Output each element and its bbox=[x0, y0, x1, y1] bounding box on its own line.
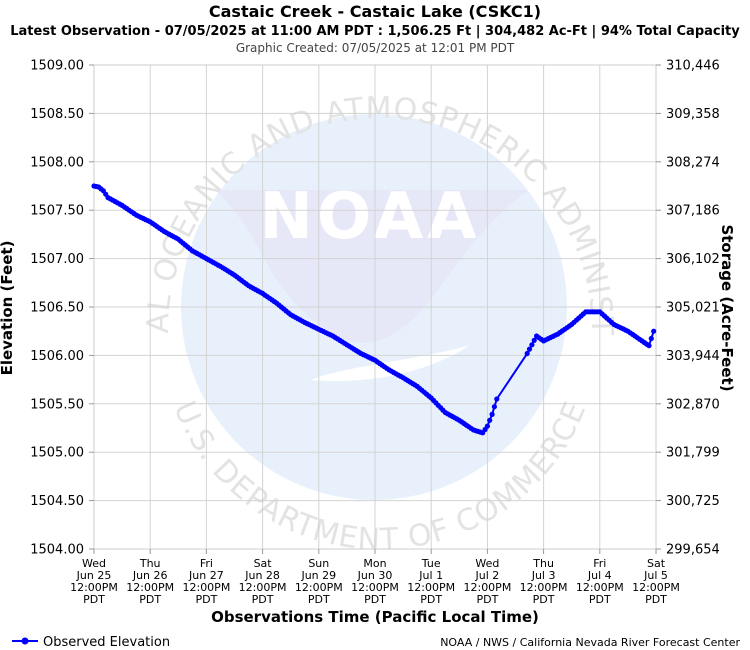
legend-marker-icon bbox=[21, 637, 29, 645]
x-tick-label: Jul 5 bbox=[643, 569, 668, 582]
legend: Observed Elevation bbox=[12, 635, 170, 650]
y-axis-right: 310,446 309,358 308,274 307,186 306,102 305,0… bbox=[656, 59, 720, 558]
y-right-tick-label: 301,799 bbox=[666, 446, 720, 461]
y-tick-label: 1508.50 bbox=[30, 107, 84, 122]
x-tick-label: 12:00PM bbox=[576, 581, 624, 594]
data-point bbox=[491, 404, 497, 410]
x-tick-label: Jun 30 bbox=[357, 569, 393, 582]
x-axis-label: Observations Time (Pacific Local Time) bbox=[211, 608, 539, 626]
y-tick-label: 1505.00 bbox=[30, 446, 84, 461]
x-tick-label: Fri bbox=[200, 557, 213, 570]
chart-title: Castaic Creek - Castaic Lake (CSKC1) bbox=[209, 2, 541, 21]
x-tick-label: 12:00PM bbox=[407, 581, 455, 594]
y-right-tick-label: 306,102 bbox=[666, 252, 720, 267]
y-axis-right-label: Storage (Acre-Feet) bbox=[718, 224, 736, 391]
y-right-tick-label: 308,274 bbox=[666, 155, 720, 170]
x-tick-label: Jun 29 bbox=[300, 569, 336, 582]
x-tick-label: PDT bbox=[364, 593, 386, 606]
x-tick-label: Jul 2 bbox=[475, 569, 500, 582]
x-tick-label: 12:00PM bbox=[632, 581, 680, 594]
noaa-bird-shape bbox=[215, 190, 528, 344]
x-tick-label: Jun 27 bbox=[188, 569, 224, 582]
x-tick-label: PDT bbox=[139, 593, 161, 606]
x-tick-label: 12:00PM bbox=[351, 581, 399, 594]
x-tick-label: Tue bbox=[421, 557, 441, 570]
y-tick-label: 1506.50 bbox=[30, 301, 84, 316]
data-point bbox=[648, 335, 654, 342]
data-point bbox=[526, 346, 533, 352]
x-tick-label: 12:00PM bbox=[70, 581, 118, 594]
y-axis-left-label: Elevation (Feet) bbox=[0, 241, 16, 376]
x-tick-label: Sat bbox=[254, 557, 273, 570]
y-right-tick-label: 299,654 bbox=[666, 543, 720, 558]
y-tick-label: 1506.00 bbox=[30, 349, 84, 364]
y-right-tick-label: 309,358 bbox=[666, 107, 720, 122]
x-tick-label: Jul 4 bbox=[587, 569, 612, 582]
x-tick-label: 12:00PM bbox=[239, 581, 287, 594]
y-axis-left: 1509.00 1508.50 1508.00 1507.50 1507.00 1506.… bbox=[30, 59, 94, 558]
y-tick-label: 1507.50 bbox=[30, 204, 84, 219]
y-tick-label: 1509.00 bbox=[30, 59, 84, 74]
credit-text: NOAA / NWS / California Nevada River For… bbox=[440, 636, 740, 649]
x-tick-label: PDT bbox=[308, 593, 330, 606]
noaa-wave-shape bbox=[310, 345, 470, 382]
y-right-tick-label: 303,944 bbox=[666, 349, 720, 364]
y-tick-label: 1507.00 bbox=[30, 252, 84, 267]
y-right-tick-label: 300,725 bbox=[666, 494, 720, 509]
x-tick-label: Jun 28 bbox=[244, 569, 280, 582]
x-tick-label: 12:00PM bbox=[463, 581, 511, 594]
x-tick-label: Wed bbox=[82, 557, 106, 570]
x-tick-label: PDT bbox=[195, 593, 217, 606]
x-tick-label: Sun bbox=[308, 557, 329, 570]
y-tick-label: 1508.00 bbox=[30, 155, 84, 170]
x-tick-label: Jul 3 bbox=[531, 569, 556, 582]
x-tick-label: PDT bbox=[645, 593, 667, 606]
x-tick-label: 12:00PM bbox=[182, 581, 230, 594]
data-point bbox=[494, 396, 500, 402]
y-right-tick-label: 305,021 bbox=[666, 301, 720, 316]
x-tick-label: Mon bbox=[363, 557, 386, 570]
x-tick-label: PDT bbox=[420, 593, 442, 606]
noaa-logo-text: NOAA bbox=[259, 180, 480, 254]
x-tick-label: Jul 1 bbox=[418, 569, 443, 582]
grid-lines bbox=[93, 64, 657, 550]
x-tick-label: Jun 26 bbox=[132, 569, 168, 582]
x-tick-label: Sat bbox=[647, 557, 666, 570]
y-tick-label: 1505.50 bbox=[30, 397, 84, 412]
data-point bbox=[487, 417, 493, 423]
y-tick-label: 1504.50 bbox=[30, 494, 84, 509]
x-tick-label: 12:00PM bbox=[126, 581, 174, 594]
y-right-tick-label: 310,446 bbox=[666, 59, 720, 74]
x-tick-label: 12:00PM bbox=[295, 581, 343, 594]
x-tick-label: Fri bbox=[593, 557, 606, 570]
x-tick-label: PDT bbox=[589, 593, 611, 606]
data-point bbox=[489, 411, 495, 417]
data-point bbox=[531, 337, 537, 343]
y-right-tick-label: 307,186 bbox=[666, 204, 720, 219]
x-tick-label: Wed bbox=[475, 557, 499, 570]
x-tick-label: PDT bbox=[252, 593, 274, 606]
data-point bbox=[524, 350, 530, 357]
chart-subtitle: Latest Observation - 07/05/2025 at 11:00… bbox=[10, 24, 740, 39]
x-tick-label: Thu bbox=[532, 557, 554, 570]
series-observed-elevation bbox=[91, 183, 657, 436]
data-point bbox=[646, 343, 652, 349]
data-point bbox=[651, 328, 657, 334]
x-tick-label: PDT bbox=[476, 593, 498, 606]
x-tick-label: 12:00PM bbox=[520, 581, 568, 594]
legend-label: Observed Elevation bbox=[43, 635, 170, 650]
x-tick-label: Thu bbox=[139, 557, 161, 570]
noaa-watermark: NOAA NATIONAL OCEANIC AND ATMOSPHERIC AD… bbox=[0, 0, 618, 558]
x-tick-label: PDT bbox=[533, 593, 555, 606]
graphic-created-text: Graphic Created: 07/05/2025 at 12:01 PM … bbox=[236, 41, 515, 55]
data-point bbox=[484, 423, 490, 429]
y-right-tick-label: 302,870 bbox=[666, 397, 720, 412]
data-point bbox=[529, 342, 535, 348]
y-tick-label: 1504.00 bbox=[30, 543, 84, 558]
x-tick-label: Jun 25 bbox=[76, 569, 112, 582]
x-tick-label: PDT bbox=[83, 593, 105, 606]
